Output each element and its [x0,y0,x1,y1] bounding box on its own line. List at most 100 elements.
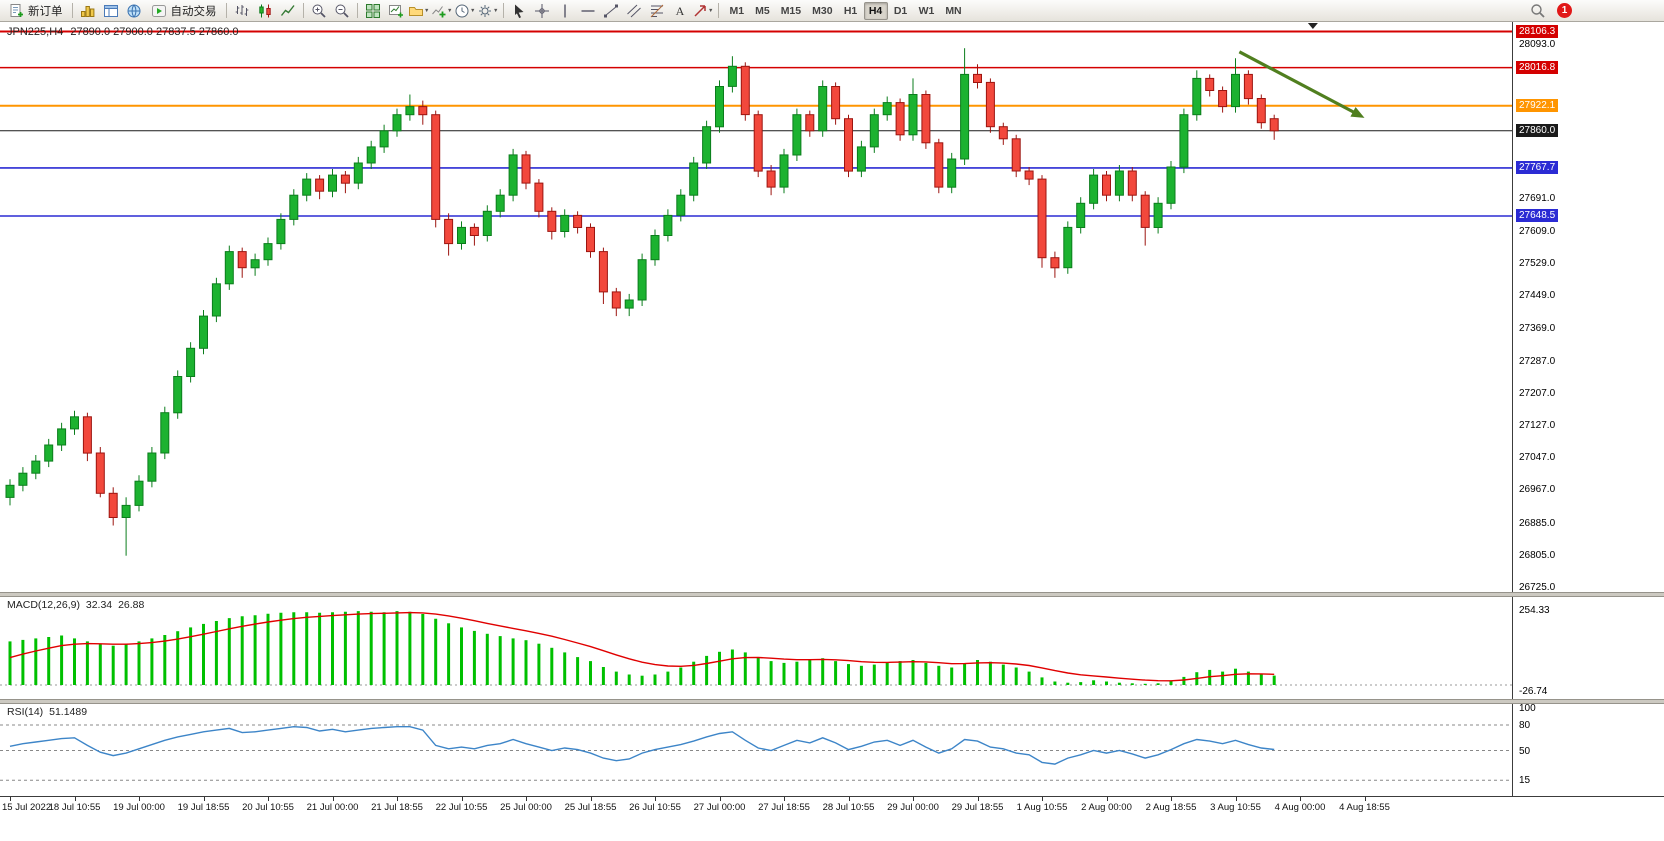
time-axis-label: 20 Jul 10:55 [242,802,294,813]
time-axis-tick [1300,797,1301,801]
macd-name: MACD(12,26,9) [7,599,80,611]
market-watch-icon [80,5,94,17]
time-axis-label: 19 Jul 00:00 [113,802,165,813]
price-axis-tick: 26967.0 [1519,484,1556,496]
indicators-button[interactable]: ▼ [431,1,453,20]
time-axis-tick [397,797,398,801]
trend-arrow[interactable] [1238,50,1359,116]
panel-splitter-rsi[interactable] [0,699,1664,704]
templates-button[interactable]: ▼ [477,1,499,20]
data-window-button[interactable] [100,1,122,20]
macd-axis[interactable]: 254.33 -26.74 [1512,597,1664,699]
autotrading-icon [151,4,166,17]
time-axis-tick [139,797,140,801]
macd-panel: MACD(12,26,9) 32.34 26.88 254.33 -26.74 [0,597,1664,699]
time-axis-tick [268,797,269,801]
toolbar-separator [356,3,358,18]
macd-title: MACD(12,26,9) 32.34 26.88 [7,599,147,611]
new-chart-button[interactable] [385,1,407,20]
price-axis-tick: 26805.0 [1519,549,1556,561]
horizontal-line-button[interactable] [577,1,599,20]
profiles-button[interactable]: ▼ [408,1,430,20]
cursor-icon [514,4,523,18]
price-level-badge: 27860.0 [1516,124,1559,138]
horizontal-line-icon [581,9,594,12]
price-level-badge: 27767.7 [1516,161,1559,175]
svg-text:A: A [675,4,684,18]
templates-icon [478,4,491,17]
rsi-axis-tick: 80 [1519,720,1531,731]
notification-badge[interactable]: 1 [1557,3,1572,18]
vertical-line-button[interactable] [554,1,576,20]
zoom-out-button[interactable] [331,1,353,20]
time-axis-label: 25 Jul 18:55 [564,802,617,813]
autotrading-button[interactable]: 自动交易 [146,1,222,20]
time-axis-label: 15 Jul 2022 [2,802,52,813]
timeframe-button-w1[interactable]: W1 [918,4,935,17]
timeframe-button-m5[interactable]: M5 [755,4,770,17]
toolbar-right-group: 1 [1527,1,1572,20]
toolbar-separator [71,3,73,18]
navigator-button[interactable] [123,1,145,20]
crosshair-button[interactable] [531,1,553,20]
data-window-icon [103,4,118,17]
timeframe-button-h4[interactable]: H4 [863,1,888,20]
arrows-tool-button[interactable]: ▼ [692,1,714,20]
timeframe-button-h1[interactable]: H1 [843,4,858,17]
trend-arrow-head [1350,106,1365,118]
price-level-badge: 28106.3 [1516,25,1559,39]
tile-windows-button[interactable] [362,1,384,20]
candlestick-button[interactable] [254,1,276,20]
line-chart-button[interactable] [277,1,299,20]
panel-splitter-macd[interactable] [0,592,1664,597]
new-order-button[interactable]: 新订单 [4,1,68,20]
rsi-axis-tick: 50 [1519,745,1531,757]
bar-chart-button[interactable] [231,1,253,20]
candlestick-chart[interactable] [0,22,1512,592]
crosshair-icon [534,3,549,18]
time-axis-tick [203,797,205,801]
timeframe-button-m1[interactable]: M1 [729,4,745,17]
time-axis-label: 26 Jul 10:55 [629,802,681,813]
periods-button[interactable]: ▼ [454,1,476,20]
market-watch-button[interactable] [77,1,99,20]
bar-chart-icon [235,4,248,16]
price-axis[interactable]: 28106.3 28016.8 27922.1 27860.0 27767.7 27648… [1512,22,1664,593]
timeframe-button-d1[interactable]: D1 [893,4,908,17]
timeframe-button-m15[interactable]: M15 [780,4,802,17]
rsi-axis[interactable]: 100 80 50 15 [1512,703,1664,796]
trendline-icon [603,4,618,17]
time-axis-label: 27 Jul 18:55 [758,802,810,813]
tile-windows-icon [365,3,380,18]
chart-title: JPN225,H4 27890.0 27900.0 27837.5 27860.… [7,26,243,38]
time-axis-label: 18 Jul 10:55 [48,802,101,813]
chart-shift-marker[interactable] [1307,23,1318,29]
new-chart-icon [388,4,403,17]
macd-chart[interactable] [0,597,1512,699]
dropdown-caret: ▼ [493,7,499,14]
time-axis[interactable]: 15 Jul 2022 18 Jul 10:55 19 Jul 00:00 19 Ju… [0,796,1664,841]
timeframe-button-mn[interactable]: MN [945,4,962,17]
channel-button[interactable] [623,1,645,20]
time-axis-label: 2 Aug 18:55 [1145,802,1197,813]
text-icon: A [675,4,684,18]
price-level-badge: 27922.1 [1516,99,1559,113]
fibonacci-button[interactable] [646,1,668,20]
text-tool-button[interactable]: A [669,1,691,20]
trendline-button[interactable] [600,1,622,20]
time-axis-label: 27 Jul 00:00 [693,802,746,813]
timeframe-button-m30[interactable]: M30 [812,4,833,17]
macd-histogram [8,611,1276,685]
zoom-in-button[interactable] [308,1,330,20]
rsi-name: RSI(14) [7,706,44,718]
cursor-button[interactable] [508,1,530,20]
rsi-chart[interactable] [0,704,1512,796]
macd-main-value: 32.34 [85,599,113,611]
dropdown-caret: ▼ [424,7,430,14]
search-button[interactable] [1527,1,1549,20]
time-axis-tick [977,797,979,801]
toolbar-separator [225,3,227,18]
time-axis-label: 29 Jul 00:00 [887,802,939,813]
profiles-icon [408,6,423,16]
